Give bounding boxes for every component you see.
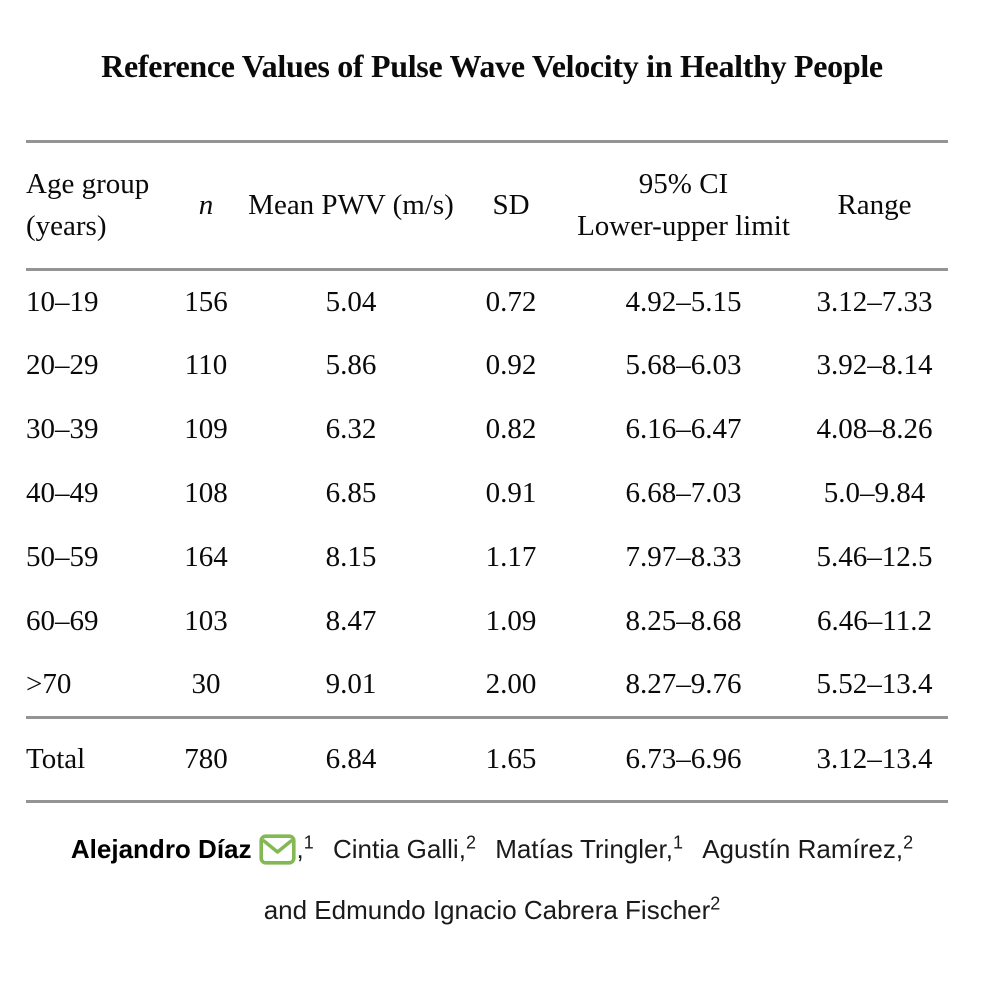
table-row: 50–59 164 8.15 1.17 7.97–8.33 5.46–12.5 [26, 526, 948, 590]
table-cell: 3.92–8.14 [816, 349, 933, 381]
table-cell: 8.15 [325, 541, 377, 573]
author-name: and Edmundo Ignacio Cabrera Fischer [263, 895, 711, 925]
table-row: 20–29 110 5.86 0.92 5.68–6.03 3.92–8.14 [26, 334, 948, 398]
author: and Edmundo Ignacio Cabrera Fischer2 [263, 893, 721, 925]
table-cell: 40–49 [26, 477, 99, 509]
table-row: 40–49 108 6.85 0.91 6.68–7.03 5.0–9.84 [26, 462, 948, 526]
table-cell: 6.32 [325, 413, 377, 445]
author-name: Matías Tringler [495, 834, 666, 864]
table-cell: 6.16–6.47 [625, 413, 742, 445]
author-separator: , [296, 834, 304, 864]
table-body: 10–19 156 5.04 0.72 4.92–5.15 3.12–7.33 … [26, 270, 948, 718]
author-line-2: and Edmundo Ignacio Cabrera Fischer2 [0, 883, 984, 937]
table-cell: 1.17 [485, 541, 537, 573]
header-range: Range [837, 188, 912, 221]
table-cell: 5.86 [325, 349, 377, 381]
author: Agustín Ramírez,2 [702, 832, 914, 864]
table-cell: 4.92–5.15 [625, 285, 742, 318]
author-separator: , [895, 834, 904, 864]
table-row: 60–69 103 8.47 1.09 8.25–8.68 6.46–11.2 [26, 590, 948, 654]
table-cell: 30–39 [26, 413, 99, 445]
page-title: Reference Values of Pulse Wave Velocity … [101, 48, 883, 84]
table-cell: 0.82 [485, 413, 537, 445]
table-cell: 1.09 [485, 605, 537, 637]
table-cell: 7.97–8.33 [625, 541, 742, 573]
header-mean-pwv: Mean PWV (m/s) [248, 188, 454, 221]
total-cell: 3.12–13.4 [816, 743, 933, 775]
table-row: 10–19 156 5.04 0.72 4.92–5.15 3.12–7.33 [26, 270, 948, 334]
pwv-reference-table: Age group (years) n Mean PWV (m/s) SD 95… [26, 140, 948, 803]
total-cell: 1.65 [485, 743, 537, 775]
author-affiliation: 2 [903, 832, 914, 853]
table-cell: 5.0–9.84 [823, 477, 926, 509]
table-cell: >70 [26, 668, 72, 701]
table-cell: 156 [184, 285, 228, 318]
table-cell: 3.12–7.33 [816, 285, 933, 318]
header-ci: 95% CI Lower-upper limit [566, 142, 801, 270]
table-cell: 109 [184, 413, 228, 445]
author-corresponding: Alejandro Díaz ,1 [70, 832, 314, 865]
author-name: Alejandro Díaz [70, 834, 252, 864]
header-age-group: Age group (years) [26, 142, 166, 270]
table-cell: 0.91 [485, 477, 537, 509]
author-affiliation: 2 [465, 832, 476, 853]
table-cell: 0.72 [485, 285, 537, 318]
table-cell: 20–29 [26, 349, 99, 381]
table-cell: 6.46–11.2 [817, 605, 932, 637]
header-n: n [198, 188, 214, 221]
table-cell: 108 [184, 477, 228, 509]
author: Matías Tringler,1 [495, 832, 683, 864]
author: Cintia Galli,2 [332, 832, 476, 864]
author-line-1: Alejandro Díaz ,1 Cintia Galli,2 Matías T… [0, 822, 984, 883]
total-row: Total 780 6.84 1.65 6.73–6.96 3.12–13.4 [26, 717, 948, 802]
table-cell: 5.04 [325, 285, 377, 318]
header-line: (years) [26, 209, 107, 242]
table-cell: 5.68–6.03 [625, 349, 742, 381]
table-header: Age group (years) n Mean PWV (m/s) SD 95… [26, 141, 948, 270]
header-sd: SD [492, 188, 530, 221]
author-affiliation: 1 [672, 832, 683, 853]
table-cell: 6.85 [325, 477, 377, 509]
header-line: Lower-upper limit [577, 209, 790, 242]
table-cell: 2.00 [485, 668, 537, 701]
author-separator: , [458, 834, 466, 864]
total-cell: 780 [184, 743, 228, 775]
table-row: >70 30 9.01 2.00 8.27–9.76 5.52–13.4 [26, 654, 948, 718]
total-cell: 6.73–6.96 [625, 743, 742, 775]
table-cell: 5.46–12.5 [816, 541, 933, 573]
table-cell: 103 [184, 605, 228, 637]
table-total-section: Total 780 6.84 1.65 6.73–6.96 3.12–13.4 [26, 717, 948, 802]
table-cell: 60–69 [26, 605, 99, 637]
author-name: Agustín Ramírez [702, 834, 896, 864]
table-cell: 110 [184, 349, 228, 381]
author-block: Alejandro Díaz ,1 Cintia Galli,2 Matías T… [0, 822, 984, 937]
table-cell: 4.08–8.26 [816, 413, 933, 445]
table-cell: 6.68–7.03 [625, 477, 742, 509]
table-cell: 8.47 [325, 605, 377, 637]
envelope-icon[interactable] [258, 829, 296, 883]
author-affiliation: 1 [303, 832, 314, 853]
table-cell: 8.27–9.76 [625, 668, 742, 701]
table-cell: 9.01 [325, 668, 377, 701]
author-affiliation: 2 [710, 893, 721, 914]
header-line: 95% CI [638, 168, 729, 201]
table-cell: 8.25–8.68 [625, 605, 742, 637]
table-row: 30–39 109 6.32 0.82 6.16–6.47 4.08–8.26 [26, 398, 948, 462]
table-cell: 10–19 [26, 285, 99, 318]
header-row: Age group (years) n Mean PWV (m/s) SD 95… [26, 141, 948, 270]
total-cell: 6.84 [325, 743, 377, 775]
table-cell: 50–59 [26, 541, 99, 573]
table-cell: 164 [184, 541, 228, 573]
header-line: Age group [26, 168, 150, 201]
table-cell: 30 [191, 668, 221, 701]
table-cell: 5.52–13.4 [816, 668, 933, 701]
author-name: Cintia Galli [332, 834, 459, 864]
total-cell: Total [26, 743, 86, 775]
table-cell: 0.92 [485, 349, 537, 381]
author-separator: , [665, 834, 673, 864]
